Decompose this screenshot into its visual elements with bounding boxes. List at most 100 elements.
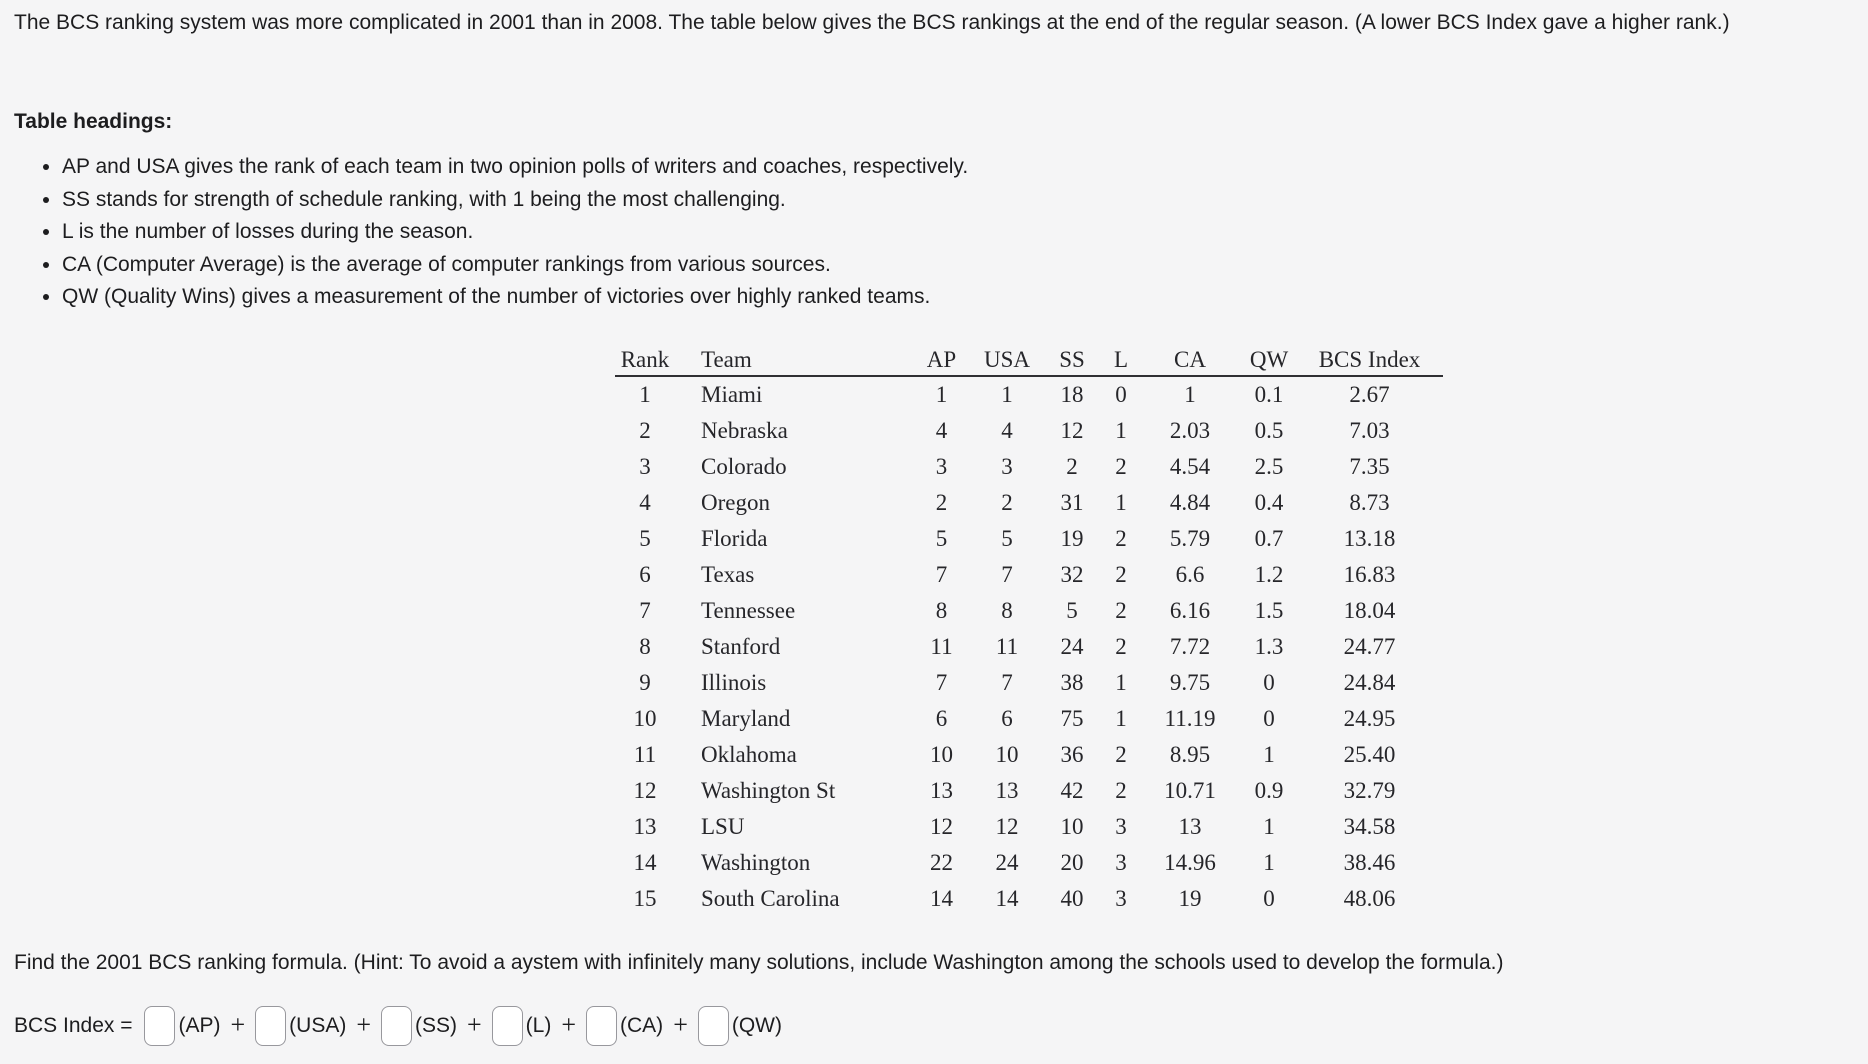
table-cell: South Carolina	[701, 886, 840, 911]
table-cell: 7.72	[1169, 634, 1211, 659]
table-cell: Florida	[701, 526, 768, 551]
table-cell: 13	[930, 778, 953, 803]
table-cell: 24.77	[1343, 634, 1396, 659]
table-cell: 10.71	[1164, 778, 1216, 803]
table-cell: 24.95	[1343, 706, 1396, 731]
table-cell: 5.79	[1169, 526, 1211, 551]
table-row: 13 LSU 12 12 10 3 13 1 34.58	[615, 809, 1443, 845]
answer-input-ca[interactable]	[586, 1006, 618, 1046]
table-cell: 31	[1060, 490, 1084, 515]
plus-operator: +	[561, 1010, 577, 1039]
table-cell: 10	[995, 742, 1019, 767]
table-cell: 2	[1115, 562, 1127, 587]
table-cell: 6	[1001, 706, 1013, 731]
table-cell: 10	[1060, 814, 1084, 839]
answer-input-usa[interactable]	[255, 1006, 287, 1046]
table-cell: 13	[1178, 814, 1202, 839]
table-cell: 0	[1115, 382, 1127, 407]
table-cell: 12	[1060, 418, 1084, 443]
answer-input-l[interactable]	[491, 1006, 523, 1046]
table-cell: 2	[1115, 778, 1127, 803]
formula-prefix: BCS Index =	[14, 1014, 133, 1037]
table-cell: 0.7	[1254, 526, 1284, 551]
table-cell: 12	[995, 814, 1019, 839]
table-cell: 14	[930, 886, 953, 911]
list-item: SS stands for strength of schedule ranki…	[62, 188, 968, 212]
table-cell: 40	[1060, 886, 1084, 911]
table-header-cell: QW	[1242, 344, 1296, 377]
table-row: 14 Washington 22 24 20 3 14.96 1 38.46	[615, 845, 1443, 881]
table-cell: 13	[995, 778, 1019, 803]
answer-input-qw[interactable]	[697, 1006, 729, 1046]
table-row: 8 Stanford 11 11 24 2 7.72 1.3 24.77	[615, 629, 1443, 665]
table-cell: 9	[639, 670, 651, 695]
table-cell: 10	[633, 706, 657, 731]
table-cell: 11	[633, 742, 657, 767]
table-row: 7 Tennessee 8 8 5 2 6.16 1.5 18.04	[615, 593, 1443, 629]
question-paragraph: Find the 2001 BCS ranking formula. (Hint…	[14, 951, 1504, 974]
table-cell: 8	[935, 598, 948, 623]
rankings-table: Rank Team AP USA SS L CA QW BCS Index 1 Miami 1 1 18…	[615, 344, 1443, 917]
table-cell: 2	[639, 418, 651, 443]
table-cell: 4.84	[1169, 490, 1211, 515]
table-cell: 32.79	[1343, 778, 1396, 803]
list-item: QW (Quality Wins) gives a measurement of…	[62, 285, 968, 309]
table-row: 3 Colorado 3 3 2 2 4.54 2.5 7.35	[615, 449, 1443, 485]
table-cell: Colorado	[701, 454, 787, 479]
table-cell: 6	[639, 562, 651, 587]
table-row: 4 Oregon 2 2 31 1 4.84 0.4 8.73	[615, 485, 1443, 521]
table-cell: Miami	[701, 382, 763, 407]
table-body: 1 Miami 1 1 18 0 1 0.1 2.67 2 Nebraska 4 4 12 1 2.03 0.5…	[615, 376, 1443, 917]
table-cell: 7	[1001, 670, 1013, 695]
table-cell: 1	[1263, 814, 1275, 839]
table-cell: 0.4	[1254, 490, 1284, 515]
table-cell: 3	[1115, 814, 1127, 839]
table-cell: 42	[1060, 778, 1084, 803]
table-cell: 11.19	[1164, 706, 1216, 731]
answer-input-ss[interactable]	[381, 1006, 412, 1046]
table-cell: 1.3	[1254, 634, 1284, 659]
answer-input-ap[interactable]	[144, 1006, 176, 1046]
plus-operator: +	[467, 1010, 482, 1039]
table-cell: 1	[1263, 742, 1275, 767]
table-cell: 1	[1184, 382, 1196, 407]
table-cell: 5	[935, 526, 948, 551]
table-row: 15 South Carolina 14 14 40 3 19 0 48.06	[615, 881, 1443, 917]
table-cell: 2	[1066, 454, 1078, 479]
table-header-cell: L	[1104, 344, 1138, 377]
table-cell: Oklahoma	[701, 742, 797, 767]
table-cell: 34.58	[1343, 814, 1396, 839]
list-item: AP and USA gives the rank of each team i…	[62, 155, 968, 179]
table-cell: 14.96	[1164, 850, 1216, 875]
table-cell: 1	[1115, 490, 1127, 515]
table-cell: 15	[633, 886, 657, 911]
table-cell: 1	[935, 382, 948, 407]
table-cell: 18.04	[1343, 598, 1396, 623]
table-cell: 7	[935, 670, 948, 695]
table-row: 11 Oklahoma 10 10 36 2 8.95 1 25.40	[615, 737, 1443, 773]
table-cell: 6	[935, 706, 948, 731]
plus-operator: +	[230, 1010, 246, 1039]
table-cell: 12	[633, 778, 657, 803]
table-cell: 24.84	[1343, 670, 1396, 695]
table-cell: Tennessee	[701, 598, 796, 623]
formula-row: BCS Index = (AP) + (USA) + (SS) + (L) + (CA) + (QW…	[14, 1004, 782, 1048]
bullet-list: AP and USA gives the rank of each team i…	[14, 155, 968, 319]
table-cell: 32	[1060, 562, 1084, 587]
table-cell: 16.83	[1343, 562, 1396, 587]
table-cell: 1.5	[1254, 598, 1284, 623]
table-cell: 13	[633, 814, 657, 839]
table-row: 5 Florida 5 5 19 2 5.79 0.7 13.18	[615, 521, 1443, 557]
table-cell: 25.40	[1343, 742, 1396, 767]
table-cell: 7	[639, 598, 651, 623]
table-cell: 7.03	[1349, 418, 1390, 443]
table-cell: Stanford	[701, 634, 781, 659]
table-cell: 22	[930, 850, 953, 875]
table-cell: 2	[1115, 598, 1127, 623]
table-header-cell: USA	[974, 344, 1040, 377]
table-head: Rank Team AP USA SS L CA QW BCS Index	[615, 344, 1443, 377]
table-cell: 4	[639, 490, 651, 515]
table-cell: Maryland	[701, 706, 791, 731]
table-cell: 2.5	[1254, 454, 1284, 479]
table-cell: Washington St	[701, 778, 836, 803]
